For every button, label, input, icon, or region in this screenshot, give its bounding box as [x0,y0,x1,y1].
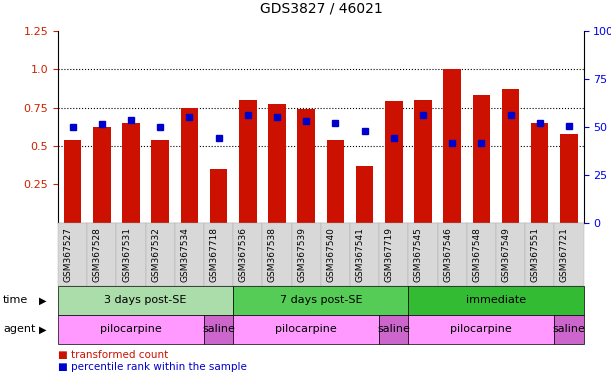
Bar [327,140,344,223]
Text: GSM367721: GSM367721 [560,227,569,282]
Text: saline: saline [202,324,235,334]
Bar [239,100,257,223]
Text: GSM367546: GSM367546 [443,227,452,282]
Text: ▶: ▶ [39,324,46,334]
Bar [210,169,227,223]
Text: 7 days post-SE: 7 days post-SE [279,295,362,306]
Text: GSM367551: GSM367551 [531,227,540,282]
Text: pilocarpine: pilocarpine [100,324,162,334]
Text: GSM367549: GSM367549 [502,227,511,282]
Text: saline: saline [378,324,410,334]
Text: GSM367538: GSM367538 [268,227,277,282]
Bar [152,140,169,223]
Text: 3 days post-SE: 3 days post-SE [104,295,187,306]
Text: GSM367539: GSM367539 [297,227,306,282]
Text: GSM367719: GSM367719 [385,227,393,282]
Bar [502,89,519,223]
Text: pilocarpine: pilocarpine [276,324,337,334]
Bar [560,134,577,223]
Text: agent: agent [3,324,35,334]
Text: ■ transformed count: ■ transformed count [58,350,168,360]
Text: time: time [3,295,28,306]
Bar [531,123,549,223]
Bar [64,140,81,223]
Text: ▶: ▶ [39,295,46,306]
Bar [93,127,111,223]
Bar [444,69,461,223]
Text: GSM367527: GSM367527 [64,227,73,282]
Text: ■ percentile rank within the sample: ■ percentile rank within the sample [58,361,247,372]
Text: GSM367531: GSM367531 [122,227,131,282]
Bar [356,166,373,223]
Bar [414,100,432,223]
Text: GSM367548: GSM367548 [472,227,481,282]
Text: GSM367541: GSM367541 [356,227,365,282]
Bar [268,104,286,223]
Text: GDS3827 / 46021: GDS3827 / 46021 [260,2,382,15]
Text: GSM367532: GSM367532 [151,227,160,282]
Bar [122,123,140,223]
Bar [472,95,490,223]
Bar [385,101,403,223]
Bar [298,109,315,223]
Text: saline: saline [552,324,585,334]
Text: pilocarpine: pilocarpine [450,324,512,334]
Text: GSM367540: GSM367540 [326,227,335,282]
Text: GSM367545: GSM367545 [414,227,423,282]
Text: GSM367528: GSM367528 [93,227,102,282]
Text: GSM367534: GSM367534 [180,227,189,282]
Text: immediate: immediate [466,295,526,306]
Bar [181,108,198,223]
Text: GSM367718: GSM367718 [210,227,219,282]
Text: GSM367536: GSM367536 [239,227,248,282]
